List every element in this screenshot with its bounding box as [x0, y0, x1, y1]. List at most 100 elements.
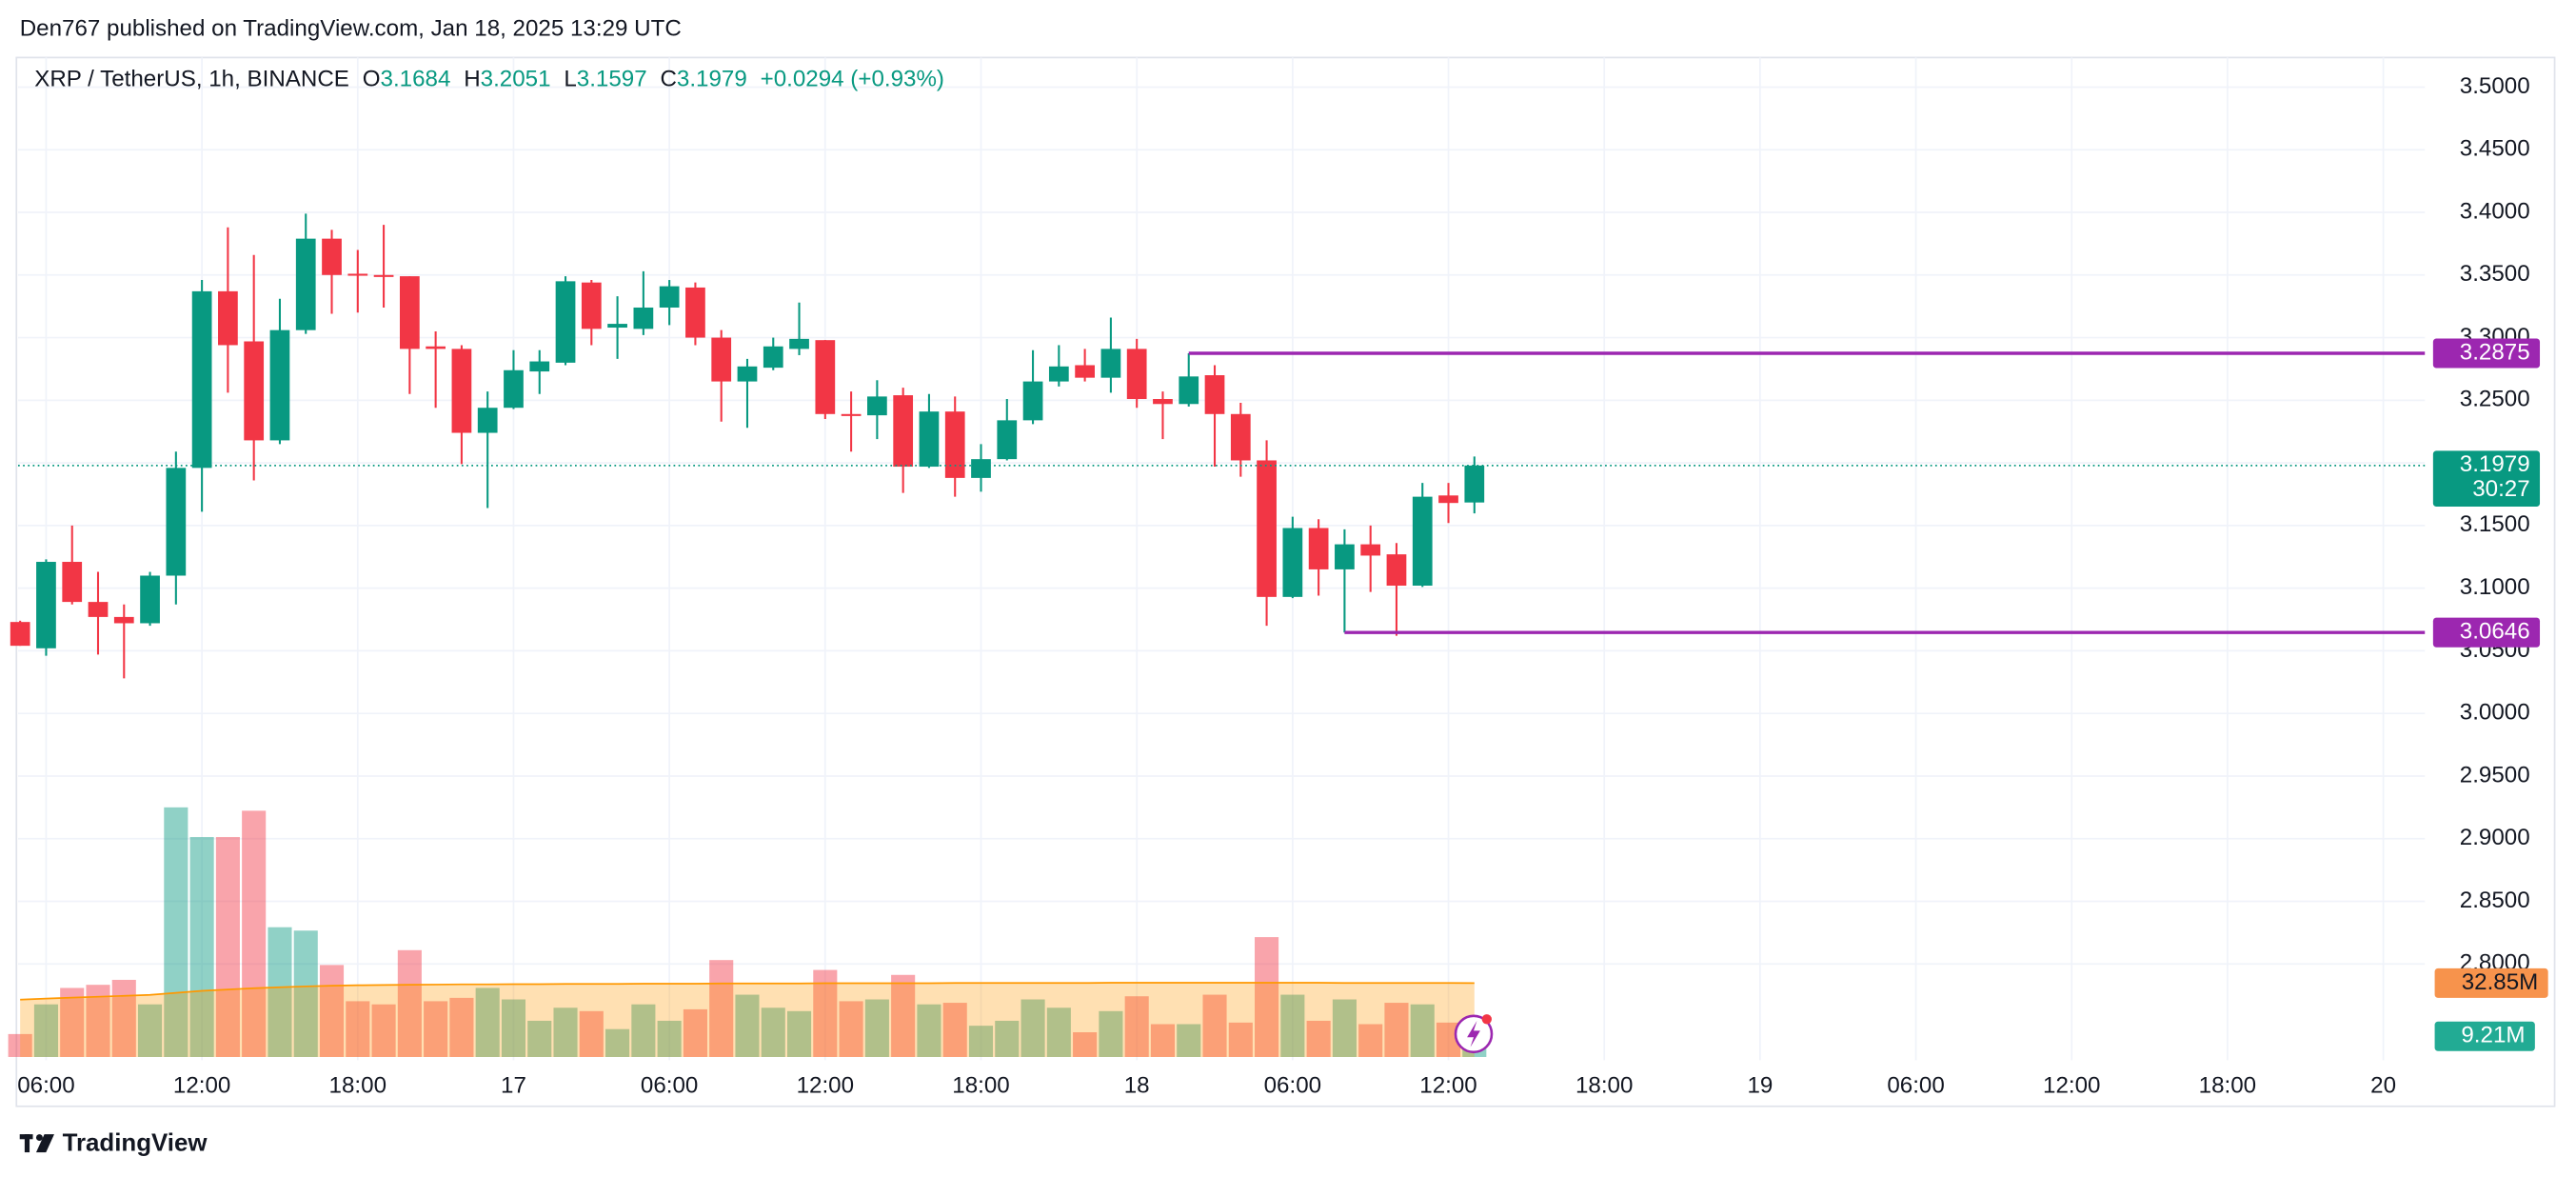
- legend-label: C: [660, 67, 676, 92]
- legend-value: 3.1979: [677, 67, 747, 92]
- candle-body: [269, 329, 290, 441]
- candle-body: [763, 346, 783, 369]
- volume-bar: [631, 1004, 656, 1057]
- x-tick-label: 20: [2370, 1072, 2396, 1098]
- last-price-label: 3.1979: [2460, 451, 2530, 477]
- volume-bar: [8, 1033, 32, 1057]
- candle-body: [1282, 528, 1303, 597]
- candle-body: [1308, 528, 1329, 569]
- candle-body: [1464, 465, 1485, 503]
- volume-bar: [242, 810, 267, 1057]
- y-tick-label: 3.1500: [2460, 511, 2530, 537]
- volume-ma-area: [20, 983, 1475, 1057]
- candle-body: [373, 274, 394, 277]
- symbol: XRP / TetherUS, 1h, BINANCE: [34, 67, 349, 92]
- overlay: [17, 351, 2426, 634]
- x-tick-label: 12:00: [2043, 1072, 2100, 1098]
- volume-bar: [397, 949, 422, 1057]
- volume-bar: [709, 960, 734, 1057]
- candle-body: [166, 468, 187, 576]
- candle-body: [10, 622, 30, 647]
- candle-body: [581, 282, 602, 329]
- volume-bar: [164, 807, 188, 1057]
- candles: [10, 213, 1485, 679]
- y-tick-label: 3.3500: [2460, 261, 2530, 287]
- x-tick-label: 06:00: [17, 1072, 74, 1098]
- volume-bar: [917, 1004, 941, 1057]
- volume-bar: [215, 836, 240, 1057]
- candle-body: [867, 396, 887, 416]
- candle-body: [685, 287, 705, 338]
- x-tick-label: 18:00: [1575, 1072, 1633, 1098]
- volume-bar: [346, 1001, 370, 1057]
- volume-bar: [683, 1008, 707, 1057]
- price-label-box: [2432, 617, 2541, 648]
- volume-label-box: [2434, 1021, 2535, 1051]
- volume-pane: [8, 807, 1487, 1057]
- candle-body: [711, 337, 732, 382]
- volume-bar: [189, 836, 214, 1057]
- x-tick-label: 18:00: [2199, 1072, 2256, 1098]
- candle-body: [1360, 544, 1381, 556]
- volume-bar: [1332, 999, 1357, 1057]
- y-tick-label: 3.2500: [2460, 387, 2530, 412]
- y-tick-label: 3.5000: [2460, 73, 2530, 99]
- published-note: Den767 published on TradingView.com, Jan…: [20, 15, 682, 41]
- volume-bar: [268, 927, 292, 1057]
- candle-body: [1075, 365, 1095, 378]
- y-tick-label: 2.9000: [2460, 825, 2530, 850]
- volume-bar: [553, 1007, 578, 1057]
- y-tick-label: 3.4000: [2460, 198, 2530, 224]
- candle-body: [88, 602, 109, 617]
- icon-dot: [1481, 1014, 1492, 1025]
- logo-part: [35, 1134, 43, 1142]
- candle-body: [1048, 366, 1069, 382]
- y-tick-label: 3.1000: [2460, 574, 2530, 600]
- volume-bar: [1202, 994, 1227, 1057]
- candle-body: [1022, 381, 1043, 421]
- volume-bar: [735, 994, 760, 1057]
- brand-name: TradingView: [63, 1129, 208, 1156]
- candle-body: [426, 346, 446, 349]
- volume-bar: [1046, 1007, 1071, 1057]
- candle-body: [1179, 376, 1199, 405]
- price-label: 3.2875: [2460, 339, 2530, 365]
- candle-body: [295, 238, 316, 330]
- alert-icon[interactable]: [1454, 1014, 1494, 1054]
- volume-bar: [968, 1026, 994, 1057]
- y-tick-label: 2.8500: [2460, 888, 2530, 913]
- volume-bar: [60, 987, 85, 1057]
- legend-value: 3.2051: [481, 67, 551, 92]
- legend-label: H: [464, 67, 480, 92]
- volume-bar: [579, 1010, 604, 1057]
- candle-body: [399, 276, 420, 349]
- candle-body: [555, 281, 576, 363]
- volume-bar: [995, 1020, 1020, 1057]
- candle-body: [1126, 349, 1147, 400]
- volume-bar: [657, 1020, 682, 1057]
- x-tick-label: 19: [1747, 1072, 1773, 1098]
- candle-body: [347, 273, 368, 276]
- x-tick-label: 06:00: [1264, 1072, 1321, 1098]
- price-label: 3.0646: [2460, 619, 2530, 645]
- candle-body: [504, 369, 524, 409]
- volume-bar: [33, 1004, 58, 1057]
- volume-ma-label: 32.85M: [2462, 969, 2539, 995]
- volume-bar: [449, 997, 474, 1057]
- volume-bar: [786, 1010, 812, 1057]
- candle-body: [919, 411, 940, 468]
- x-tick-label: 12:00: [173, 1072, 230, 1098]
- volume-bar: [319, 965, 345, 1057]
- chart-frame: [15, 56, 2556, 1107]
- x-tick-label: 06:00: [1887, 1072, 1944, 1098]
- candle-body: [971, 459, 991, 478]
- candle-body: [1153, 399, 1173, 405]
- candle-body: [218, 290, 238, 346]
- candle-body: [1412, 496, 1433, 587]
- volume-bar: [1410, 1004, 1435, 1057]
- volume-bar: [1073, 1032, 1098, 1057]
- candle-body: [322, 238, 342, 275]
- x-tick-label: 18:00: [952, 1072, 1009, 1098]
- candle-body: [244, 341, 265, 441]
